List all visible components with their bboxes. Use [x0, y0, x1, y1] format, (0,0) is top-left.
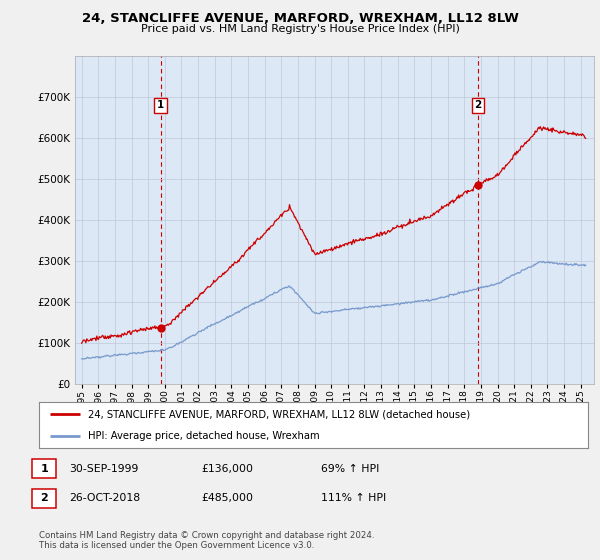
- Text: Contains HM Land Registry data © Crown copyright and database right 2024.
This d: Contains HM Land Registry data © Crown c…: [39, 531, 374, 550]
- Text: 69% ↑ HPI: 69% ↑ HPI: [321, 464, 379, 474]
- Text: 2: 2: [475, 100, 482, 110]
- Text: 111% ↑ HPI: 111% ↑ HPI: [321, 493, 386, 503]
- Text: 1: 1: [41, 464, 48, 474]
- Text: £136,000: £136,000: [201, 464, 253, 474]
- Text: 2: 2: [41, 493, 48, 503]
- Text: £485,000: £485,000: [201, 493, 253, 503]
- Text: 24, STANCLIFFE AVENUE, MARFORD, WREXHAM, LL12 8LW (detached house): 24, STANCLIFFE AVENUE, MARFORD, WREXHAM,…: [88, 409, 470, 419]
- Text: 24, STANCLIFFE AVENUE, MARFORD, WREXHAM, LL12 8LW: 24, STANCLIFFE AVENUE, MARFORD, WREXHAM,…: [82, 12, 518, 25]
- Text: 26-OCT-2018: 26-OCT-2018: [69, 493, 140, 503]
- Text: Price paid vs. HM Land Registry's House Price Index (HPI): Price paid vs. HM Land Registry's House …: [140, 24, 460, 34]
- Text: 30-SEP-1999: 30-SEP-1999: [69, 464, 139, 474]
- Text: 1: 1: [157, 100, 164, 110]
- Text: HPI: Average price, detached house, Wrexham: HPI: Average price, detached house, Wrex…: [88, 431, 320, 441]
